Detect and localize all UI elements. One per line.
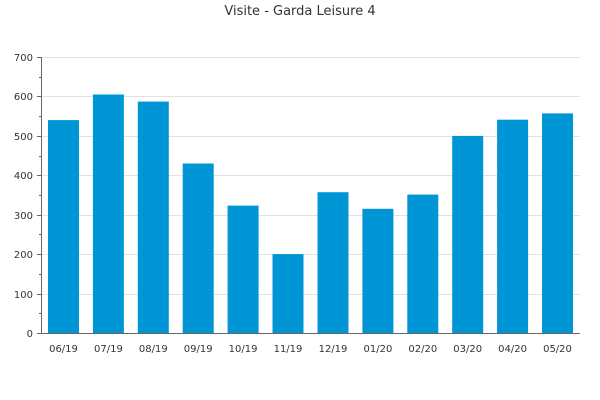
bar-08-19 [137,101,169,333]
x-tick-label: 02/20 [408,344,437,355]
axes [37,57,580,334]
bars [48,94,573,334]
bar-04-20 [497,119,529,333]
gridlines [41,57,580,295]
chart-title: Visite - Garda Leisure 4 [224,4,376,19]
y-tick-labels: 0 100 200 300 400 500 600 700 [14,53,33,340]
x-tick-label: 11/19 [274,344,303,355]
y-tick-label: 0 [27,329,33,340]
x-tick-label: 06/19 [49,344,78,355]
x-tick-label: 07/19 [94,344,123,355]
y-tick-label: 600 [14,92,33,103]
y-tick-label: 700 [14,53,33,64]
bar-06-19 [48,120,79,333]
y-tick-label: 400 [14,171,33,182]
bar-10-19 [227,205,259,333]
bar-12-19 [317,192,349,333]
x-tick-label: 12/19 [319,344,348,355]
bar-11-19 [272,254,304,333]
x-tick-label: 03/20 [453,344,482,355]
y-tick-label: 100 [14,290,33,301]
bar-05-20 [542,113,573,334]
x-tick-label: 04/20 [498,344,527,355]
bar-07-19 [92,94,124,333]
bar-03-20 [452,135,484,333]
x-tick-label: 05/20 [543,344,572,355]
bar-09-19 [182,163,214,333]
x-tick-labels: 06/19 07/19 08/19 09/19 10/19 11/19 12/19 01/20… [49,344,572,355]
bar-01-20 [362,208,394,333]
y-tick-label: 300 [14,211,33,222]
y-tick-label: 200 [14,250,33,261]
x-tick-label: 01/20 [363,344,392,355]
x-tick-label: 10/19 [229,344,258,355]
bar-02-20 [407,194,439,333]
x-tick-label: 09/19 [184,344,213,355]
y-tick-label: 500 [14,132,33,143]
x-tick-label: 08/19 [139,344,168,355]
